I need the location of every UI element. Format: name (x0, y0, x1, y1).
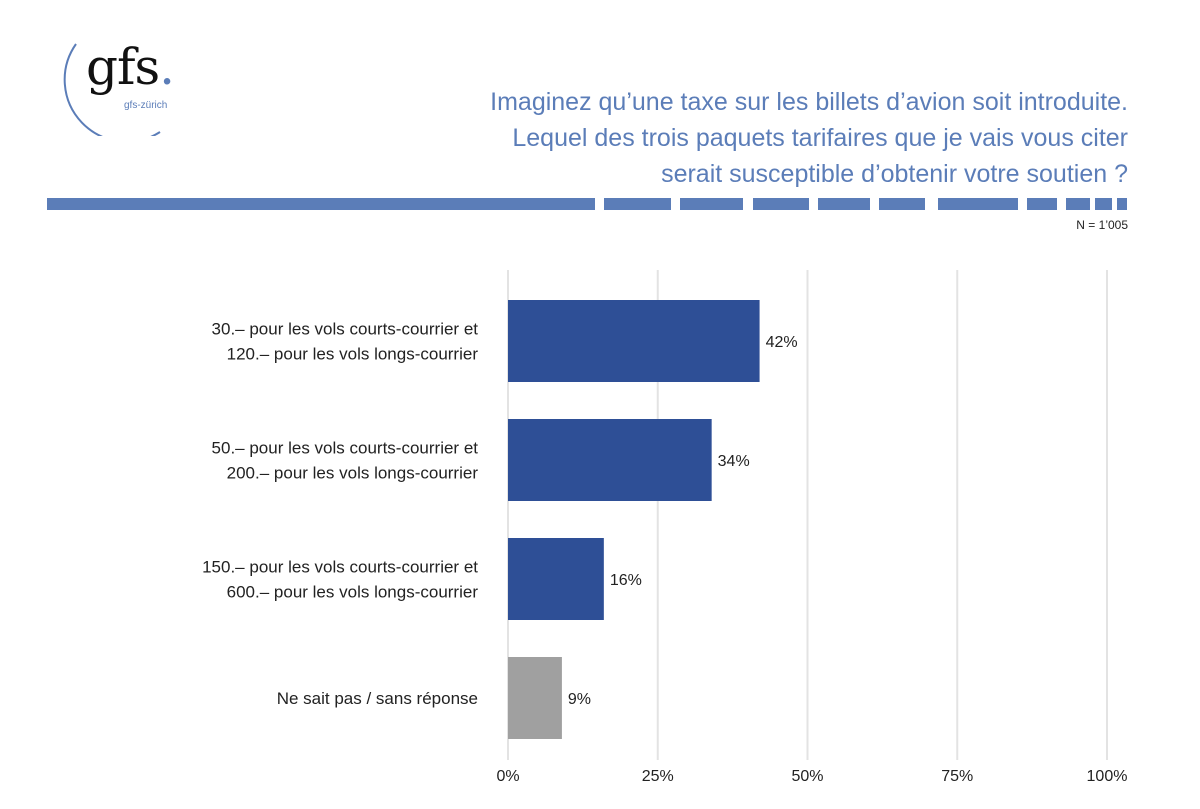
data-label: 42% (766, 334, 798, 351)
logo-arc (63, 43, 161, 136)
x-tick-label: 100% (1087, 768, 1128, 785)
divider-segment (753, 198, 809, 210)
divider-segment (1117, 198, 1127, 210)
divider-segment (938, 198, 980, 210)
bar (508, 300, 760, 382)
data-label: 16% (610, 572, 642, 589)
category-label: 600.– pour les vols longs-courrier (227, 583, 479, 602)
category-label: 50.– pour les vols courts-courrier et (212, 439, 479, 458)
x-tick-label: 75% (941, 768, 973, 785)
category-label: 150.– pour les vols courts-courrier et (202, 558, 478, 577)
category-label: 30.– pour les vols courts-courrier et (212, 320, 479, 339)
divider-segment (47, 198, 595, 210)
logo-wordmark: gfs. (86, 38, 175, 96)
sample-size-note: N = 1’005 (1076, 218, 1128, 232)
divider-segment (1095, 198, 1112, 210)
divider-segment (1027, 198, 1057, 210)
logo-subtitle: gfs-zürich (124, 100, 168, 111)
divider-segment (879, 198, 925, 210)
category-label: 120.– pour les vols longs-courrier (227, 345, 479, 364)
data-label: 9% (568, 691, 591, 708)
bar (508, 538, 604, 620)
bar (508, 419, 712, 501)
title-line-3: serait susceptible d’obtenir votre souti… (661, 160, 1128, 188)
divider-segment (980, 198, 1018, 210)
divider-segment (680, 198, 743, 210)
divider-segment (1066, 198, 1090, 210)
x-tick-label: 0% (496, 768, 519, 785)
category-label: 200.– pour les vols longs-courrier (227, 464, 479, 483)
header-divider (47, 198, 1127, 210)
logo: gfs. gfs-zürich (60, 36, 200, 136)
title-line-2: Lequel des trois paquets tarifaires que … (512, 124, 1128, 152)
divider-segment (818, 198, 870, 210)
divider-segment (604, 198, 671, 210)
bar (508, 657, 562, 739)
chart-title: Imaginez qu’une taxe sur les billets d’a… (308, 84, 1128, 192)
data-label: 34% (718, 453, 750, 470)
x-tick-label: 25% (642, 768, 674, 785)
title-line-1: Imaginez qu’une taxe sur les billets d’a… (490, 88, 1128, 116)
x-tick-label: 50% (791, 768, 823, 785)
category-label: Ne sait pas / sans réponse (277, 689, 478, 708)
